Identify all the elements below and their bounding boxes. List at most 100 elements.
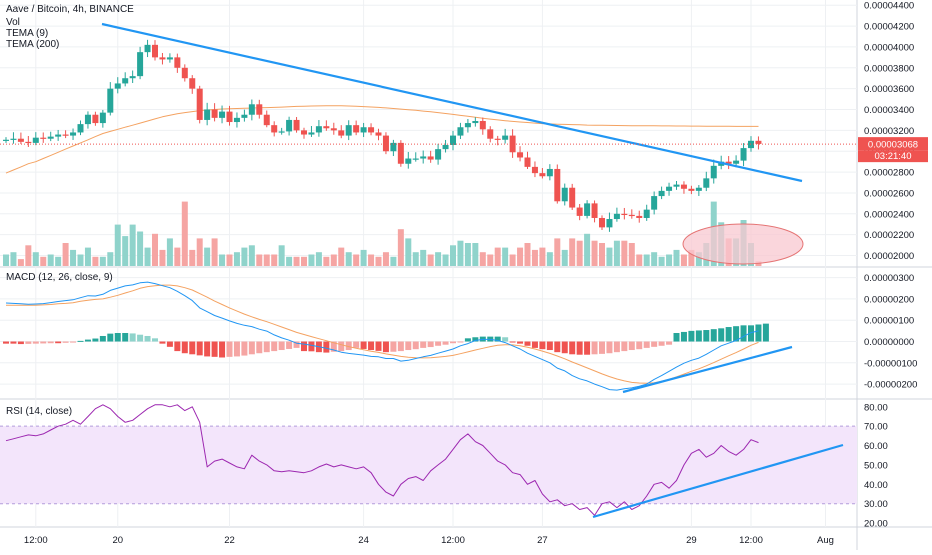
- macd-histogram-bar: [301, 341, 307, 352]
- volume-bar: [464, 243, 471, 266]
- macd-histogram-bar: [137, 334, 144, 342]
- candle-body: [479, 120, 486, 130]
- candle-body: [353, 125, 360, 133]
- macd-histogram-bar: [397, 341, 404, 352]
- macd-histogram-bar: [226, 341, 233, 357]
- price-tick-label: 0.00002400: [864, 209, 914, 220]
- volume-bar: [412, 252, 419, 266]
- macd-histogram-bar: [360, 341, 367, 349]
- candle-body: [450, 135, 456, 145]
- macd-histogram-bar: [286, 341, 293, 349]
- candle-body: [390, 142, 397, 152]
- candle-body: [368, 127, 375, 133]
- candle-body: [412, 158, 419, 160]
- macd-tick-label: 0.00000300: [864, 273, 914, 284]
- volume-bar: [219, 254, 226, 266]
- macd-histogram-bar: [204, 341, 211, 357]
- macd-histogram-bar: [152, 338, 158, 342]
- volume-bar: [517, 247, 524, 266]
- tema-slow-label: TEMA (200): [6, 39, 60, 50]
- candle-body: [315, 126, 322, 133]
- candle-body: [680, 184, 687, 189]
- candle-body: [233, 117, 240, 123]
- price-tick-label: 0.00002200: [864, 230, 914, 241]
- macd-histogram-bar: [25, 341, 32, 344]
- candle-body: [17, 138, 24, 142]
- macd-tick-label: 0.00000100: [864, 316, 914, 327]
- time-tick-label: 24: [358, 535, 369, 546]
- volume-bar: [32, 252, 39, 266]
- macd-histogram-bar: [375, 341, 382, 351]
- rsi-tick-label: 80.00: [864, 402, 888, 413]
- candle-body: [211, 109, 218, 118]
- last-price-tag: [858, 137, 928, 151]
- volume-bar: [92, 256, 99, 266]
- candle-body: [472, 120, 479, 124]
- candle-body: [613, 213, 620, 220]
- macd-histogram-bar: [569, 341, 576, 355]
- macd-histogram-bar: [427, 341, 434, 348]
- candle-body: [189, 78, 196, 89]
- price-tick-label: 0.00003200: [864, 126, 914, 137]
- volume-bar: [554, 238, 561, 266]
- macd-histogram-bar: [666, 341, 673, 345]
- volume-bar: [189, 249, 196, 266]
- rsi-tick-label: 60.00: [864, 441, 888, 452]
- candle-body: [420, 156, 427, 159]
- macd-histogram-bar: [382, 341, 389, 353]
- candle-body: [435, 149, 442, 160]
- macd-histogram-bar: [353, 341, 360, 348]
- macd-histogram-bar: [114, 333, 121, 342]
- macd-histogram-bar: [99, 335, 106, 342]
- price-tick-label: 0.00004400: [864, 1, 914, 12]
- macd-histogram-bar: [412, 341, 419, 350]
- volume-bar: [569, 238, 576, 266]
- candle-body: [92, 114, 99, 124]
- candle-body: [397, 142, 404, 164]
- macd-histogram-bar: [651, 341, 658, 347]
- macd-histogram-bar: [576, 341, 583, 355]
- volume-bar: [457, 240, 464, 266]
- volume-bar: [531, 249, 538, 266]
- candle-body: [301, 130, 307, 135]
- macd-histogram-bar: [308, 341, 315, 352]
- candle-body: [688, 188, 695, 191]
- macd-histogram-bar: [405, 341, 412, 351]
- volume-bar: [509, 254, 516, 266]
- volume-bar: [114, 224, 121, 266]
- candle-body: [502, 135, 509, 140]
- volume-bar: [695, 252, 702, 266]
- volume-bar: [301, 256, 307, 266]
- candle-body: [323, 126, 330, 129]
- candle-body: [219, 111, 226, 118]
- volume-bar: [84, 247, 91, 266]
- rsi-tick-label: 40.00: [864, 480, 888, 491]
- price-tick-label: 0.00004000: [864, 42, 914, 53]
- volume-bar: [345, 252, 352, 266]
- tema-200-line: [5, 105, 759, 174]
- macd-histogram-bar: [457, 341, 464, 343]
- macd-histogram-bar: [323, 341, 330, 353]
- last-price-value: 0.00003068: [868, 140, 918, 151]
- volume-bar: [539, 247, 546, 266]
- candle-body: [248, 104, 255, 115]
- price-tick-label: 0.00003800: [864, 63, 914, 74]
- macd-histogram-bar: [599, 341, 605, 354]
- macd-histogram-bar: [10, 341, 17, 344]
- volume-bar: [420, 249, 427, 266]
- macd-histogram-bar: [539, 341, 546, 350]
- macd-histogram-bar: [420, 341, 427, 348]
- candle-body: [375, 132, 382, 136]
- candle-body: [62, 134, 69, 136]
- macd-histogram-bar: [606, 341, 613, 354]
- volume-bar: [405, 238, 412, 266]
- countdown-tag: [858, 150, 928, 163]
- volume-bar: [10, 252, 17, 266]
- candle-body: [494, 138, 501, 140]
- macd-histogram-bar: [494, 336, 501, 342]
- candle-body: [382, 135, 389, 152]
- volume-bar: [442, 254, 449, 266]
- macd-histogram-bar: [32, 341, 39, 344]
